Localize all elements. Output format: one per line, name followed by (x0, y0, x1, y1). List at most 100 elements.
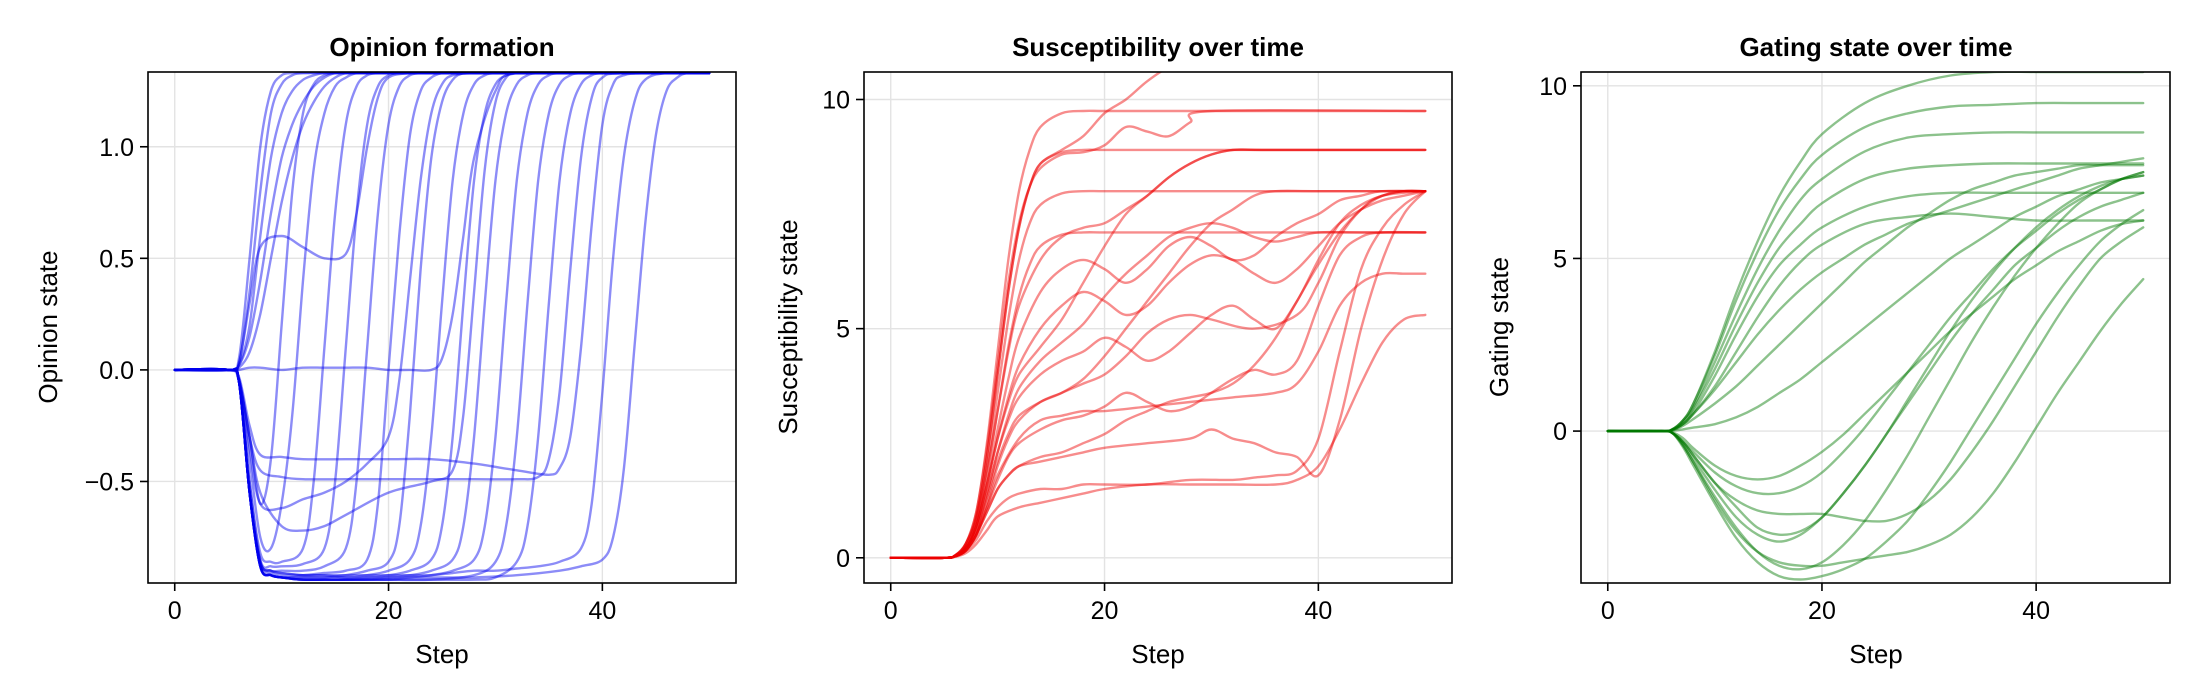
series-line (1606, 101, 2145, 433)
x-tick-label: 0 (1601, 597, 1615, 625)
series-line (173, 72, 711, 372)
y-tick-label: 10 (822, 86, 850, 114)
series-line (889, 222, 1427, 560)
y-tick-label: −0.5 (85, 468, 134, 496)
series-line (889, 190, 1427, 560)
grid-lines (1581, 72, 2170, 583)
series-line (173, 72, 711, 553)
series-line (889, 148, 1427, 560)
series-line (1606, 174, 2145, 433)
series-line (889, 108, 1427, 560)
x-tick-label: 20 (375, 597, 403, 625)
chart-title: Susceptibility over time (1012, 32, 1304, 62)
y-axis-label: Opinion state (33, 250, 63, 403)
series-line (1606, 163, 2145, 433)
x-tick-label: 40 (588, 597, 616, 625)
axis-ticks: 0 20 40 −0.5 0.0 0.5 1.0 (85, 134, 617, 625)
y-tick-label: 0.0 (99, 357, 134, 385)
series-line (173, 72, 711, 372)
series-line (173, 72, 711, 372)
series-line (1606, 212, 2145, 433)
y-tick-label: 5 (1553, 245, 1567, 273)
series-line (173, 72, 711, 533)
plot-frame (147, 71, 737, 584)
y-axis-label: Gating state (1484, 257, 1514, 397)
series-line (889, 109, 1427, 560)
series-line (889, 231, 1427, 560)
series-line (173, 72, 711, 565)
x-tick-label: 20 (1808, 597, 1836, 625)
series-line (173, 72, 711, 373)
series-line (1606, 191, 2145, 433)
series-line (173, 72, 711, 579)
series-line (1606, 170, 2145, 496)
series-line (889, 189, 1427, 560)
series-line (173, 72, 711, 582)
series-line (889, 72, 1163, 560)
series-line (1606, 208, 2145, 581)
series-line (1606, 157, 2145, 433)
panel-opinion-formation: 0 20 40 −0.5 0.0 0.5 1.0 Opinion formation Ste… (33, 32, 737, 669)
series-line (889, 189, 1427, 560)
series-lines (1606, 72, 2145, 581)
series-line (173, 72, 711, 569)
series-lines (889, 72, 1427, 560)
y-tick-label: 0 (836, 545, 850, 573)
series-line (1606, 174, 2145, 537)
grid-lines (864, 72, 1452, 583)
series-line (173, 72, 711, 582)
series-line (173, 72, 711, 506)
series-line (173, 72, 711, 577)
series-line (889, 189, 1427, 560)
series-line (173, 72, 711, 579)
series-line (889, 313, 1427, 560)
series-line (173, 72, 711, 477)
series-line (889, 189, 1427, 560)
y-tick-label: 0 (1553, 418, 1567, 446)
panel-gating-state-over-time: 0 20 40 0 5 10 Gating state over time Step Ga… (1484, 32, 2171, 669)
series-line (173, 72, 711, 582)
axis-ticks: 0 20 40 0 5 10 (822, 86, 1332, 625)
series-line (173, 72, 711, 372)
series-line (1606, 219, 2145, 481)
series-line (889, 230, 1427, 560)
series-line (889, 148, 1427, 560)
series-line (173, 72, 711, 372)
series-line (173, 72, 711, 372)
series-line (173, 72, 711, 582)
series-lines (173, 72, 711, 582)
series-line (1606, 131, 2145, 433)
series-line (1606, 226, 2145, 523)
series-line (1606, 278, 2145, 568)
series-line (889, 190, 1427, 560)
y-tick-label: 5 (836, 316, 850, 344)
x-axis-label: Step (1131, 639, 1185, 669)
series-line (889, 271, 1427, 560)
chart-title: Gating state over time (1739, 32, 2012, 62)
x-tick-label: 20 (1091, 597, 1119, 625)
series-line (173, 72, 711, 512)
x-tick-label: 40 (2022, 597, 2050, 625)
plot-frame (1580, 71, 2171, 584)
chart-title: Opinion formation (329, 32, 554, 62)
series-line (889, 190, 1427, 560)
y-tick-label: 10 (1539, 73, 1567, 101)
series-line (889, 190, 1427, 560)
x-tick-label: 0 (884, 597, 898, 625)
x-tick-label: 0 (168, 597, 182, 625)
series-line (173, 72, 711, 579)
series-line (1606, 170, 2145, 571)
series-line (889, 148, 1427, 560)
x-axis-label: Step (1849, 639, 1903, 669)
y-tick-label: 1.0 (99, 134, 134, 162)
x-tick-label: 40 (1304, 597, 1332, 625)
series-line (173, 72, 711, 582)
x-axis-label: Step (415, 639, 469, 669)
series-line (889, 189, 1427, 560)
y-tick-label: 0.5 (99, 245, 134, 273)
series-line (1606, 72, 2145, 433)
series-line (173, 72, 711, 481)
